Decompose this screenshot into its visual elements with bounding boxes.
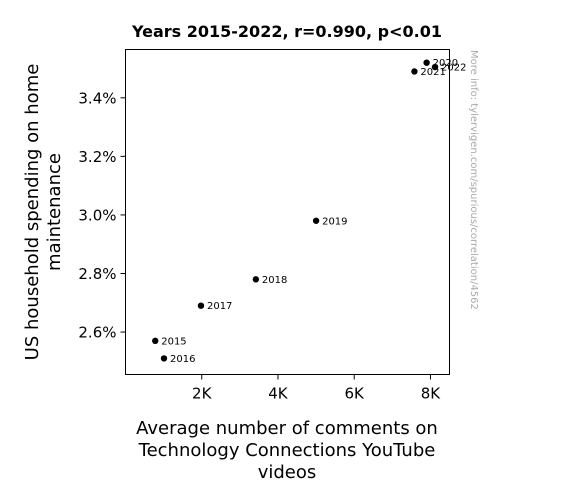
y-tick-label: 3.2% xyxy=(78,148,116,166)
x-axis-ticks: 2K 4K 6K 8K xyxy=(192,374,442,403)
point-label-2018: 2018 xyxy=(262,275,287,286)
point-label-2016: 2016 xyxy=(170,354,195,365)
data-point-2020 xyxy=(423,59,430,66)
x-axis-title-line: videos xyxy=(258,462,317,483)
y-tick-label: 2.6% xyxy=(78,324,116,342)
x-tick-label: 2K xyxy=(192,385,213,403)
chart-title: Years 2015-2022, r=0.990, p<0.01 xyxy=(131,22,442,41)
data-point-2022 xyxy=(431,63,439,71)
data-point-2019 xyxy=(312,217,320,224)
x-axis-title: Average number of comments onTechnology … xyxy=(136,418,438,483)
y-axis-title-line: US household spending on home xyxy=(22,64,43,361)
data-point-2015 xyxy=(152,337,159,345)
x-axis-title-line: Average number of comments on xyxy=(136,418,438,439)
x-axis-title-line: Technology Connections YouTube xyxy=(138,440,436,461)
y-tick-label: 3.0% xyxy=(78,206,116,224)
x-tick-label: 6K xyxy=(345,385,366,403)
y-tick-label: 3.4% xyxy=(78,89,116,107)
data-point-2017 xyxy=(197,302,205,309)
y-axis-ticks: 2.6% 2.8% 3.0% 3.2% 3.4% xyxy=(78,89,126,342)
source-watermark: More info: tylervigen.com/spurious/corre… xyxy=(468,50,479,310)
point-label-2019: 2019 xyxy=(322,216,347,227)
point-label-2017: 2017 xyxy=(207,301,232,312)
y-tick-label: 2.8% xyxy=(78,265,116,283)
point-label-2015: 2015 xyxy=(161,336,186,347)
point-label-2022: 2022 xyxy=(441,63,466,74)
point-label-2020: 2020 xyxy=(433,58,458,69)
x-tick-label: 8K xyxy=(421,385,442,403)
data-point-2018 xyxy=(252,276,260,283)
y-axis-title: US household spending on home maintenance xyxy=(22,64,65,361)
y-axis-title-line: maintenance xyxy=(44,153,65,271)
x-tick-label: 4K xyxy=(268,385,289,403)
data-point-2021 xyxy=(411,68,418,75)
data-point-2016 xyxy=(160,355,168,362)
plot-area-frame xyxy=(125,49,450,375)
point-label-2021: 2021 xyxy=(420,67,445,78)
